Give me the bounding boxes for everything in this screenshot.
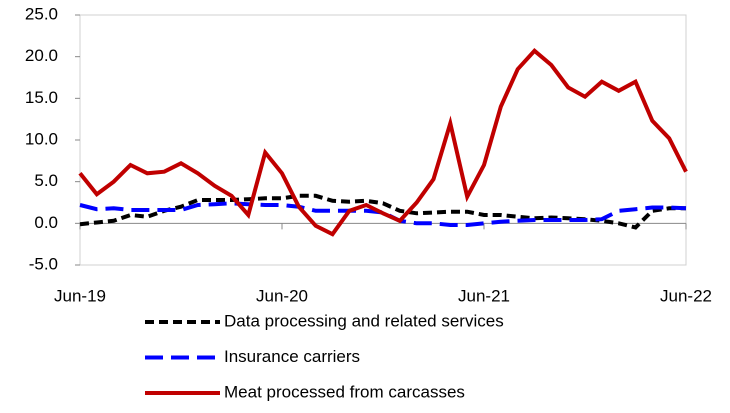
- x-tick-label: Jun-22: [660, 286, 712, 305]
- x-tick-label: Jun-21: [458, 286, 510, 305]
- y-tick-label: 0.0: [34, 213, 58, 232]
- legend-label: Insurance carriers: [224, 347, 360, 366]
- series-line: [78, 48, 688, 237]
- legend-label: Data processing and related services: [224, 311, 504, 330]
- y-tick-label: 20.0: [25, 46, 58, 65]
- y-tick-label: -5.0: [29, 254, 58, 273]
- y-tick-label: 5.0: [34, 171, 58, 190]
- y-tick-label: 15.0: [25, 88, 58, 107]
- series-line: [79, 201, 687, 227]
- y-tick-label: 10.0: [25, 129, 58, 148]
- x-tick-label: Jun-20: [256, 286, 308, 305]
- plot-frame: [79, 14, 687, 266]
- legend-label: Meat processed from carcasses: [224, 382, 465, 401]
- y-tick-label: 25.0: [25, 4, 58, 23]
- x-tick-label: Jun-19: [54, 286, 106, 305]
